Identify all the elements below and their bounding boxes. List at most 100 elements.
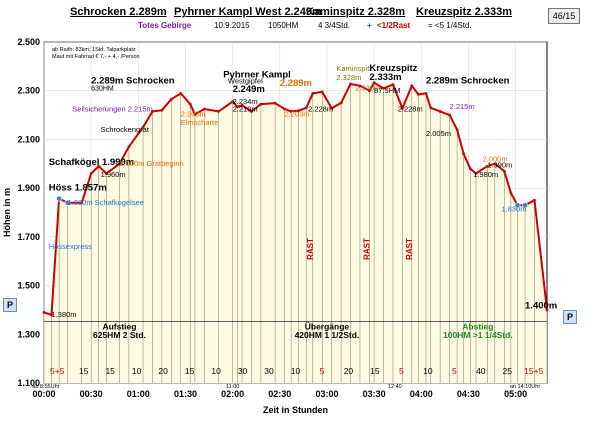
profile-point — [151, 110, 154, 113]
profile-point — [474, 172, 478, 175]
info-note-1: ab Raith: 83km; 1Std. Talparkplatz — [52, 47, 136, 53]
time-mark: 11:00 — [226, 384, 239, 390]
profile-point — [193, 112, 197, 116]
annotation-label: Westgipfel — [228, 76, 263, 85]
annotation-label: 87.5HM — [374, 86, 400, 95]
annotation-label: 2.203m — [285, 109, 310, 118]
profile-point — [141, 125, 145, 129]
segment-label: 10 — [423, 366, 433, 376]
segment-label: 5 — [452, 366, 457, 376]
subtitle-rast: <1/2Rast — [377, 21, 411, 30]
subtitle-total: = <5 1/4Std. — [428, 21, 472, 30]
annotation-label: 2.000m — [483, 154, 508, 163]
profile-point — [118, 162, 121, 166]
profile-point — [160, 108, 164, 112]
annotation-label: 2.289m Schrocken — [426, 75, 510, 86]
y-tick-label: 1.700 — [17, 232, 40, 242]
profile-area-fill — [44, 82, 547, 383]
annotation-label: 1.960m — [101, 170, 126, 179]
start-subtitle: 630HM — [91, 86, 114, 93]
phase-sublabel: 100HM >1 1/4Std. — [443, 330, 513, 340]
x-tick-label: 05:00 — [504, 389, 527, 399]
prev-page-button[interactable]: P — [3, 298, 17, 312]
segment-label: 5 — [399, 366, 404, 376]
subtitle-date: 10.9.2015 — [214, 21, 250, 30]
next-page-button[interactable]: P — [563, 310, 577, 324]
lake-marker — [522, 202, 528, 209]
profile-point — [283, 107, 286, 111]
annotation-label: 2.000m Gratbeginn — [119, 159, 183, 168]
profile-point — [179, 91, 183, 95]
y-tick-label: 1.500 — [17, 281, 40, 291]
annotation-label: 1.830m Schafkogelsee — [68, 198, 144, 207]
x-tick-label: 03:00 — [315, 389, 338, 399]
annotation-label: 2.005m — [426, 129, 451, 138]
annotation-label: Elmscharte — [181, 118, 219, 127]
x-tick-label: 02:00 — [221, 389, 244, 399]
y-tick-label: 2.100 — [17, 134, 40, 144]
profile-point — [429, 106, 433, 110]
annotation-label: 2.333m — [369, 72, 401, 83]
profile-point — [240, 103, 244, 107]
segment-label: 30 — [238, 366, 248, 376]
profile-point — [401, 106, 404, 110]
profile-point — [367, 89, 371, 93]
subtitle-duration: 4 3/4Std. — [318, 21, 351, 30]
annotation-label: 2.289m Schrocken — [91, 75, 175, 86]
profile-point — [304, 106, 308, 110]
annotation-label: 2.215m — [450, 102, 475, 111]
profile-point — [188, 102, 192, 106]
annotation-label: Schafkögel 1.999m — [49, 157, 135, 168]
x-tick-label: 01:00 — [127, 389, 150, 399]
phase-label: Übergänge — [305, 321, 350, 331]
page-indicator[interactable]: 46/15 — [548, 8, 580, 24]
profile-point — [297, 109, 301, 113]
segment-label: 5+5 — [50, 366, 65, 376]
profile-point — [545, 308, 549, 312]
profile-point — [339, 101, 343, 105]
profile-point — [330, 106, 334, 110]
subtitle-region: Totes Gebirge — [138, 21, 192, 30]
profile-point — [235, 105, 239, 109]
profile-point — [97, 164, 101, 168]
y-tick-label: 1.900 — [17, 183, 40, 193]
annotation-label: 1.400m — [525, 301, 557, 312]
profile-point — [50, 313, 53, 317]
segment-label: 25 — [503, 366, 513, 376]
profile-point — [424, 91, 428, 95]
x-tick-label: 00:00 — [32, 389, 55, 399]
profile-point — [231, 100, 235, 104]
segment-label: 20 — [344, 366, 354, 376]
segment-label: 15+5 — [524, 366, 543, 376]
annotation-label: 1.380m — [52, 310, 77, 319]
annotation-label: 2.228m — [308, 104, 333, 113]
phase-sublabel: 420HM 1 1/2Std. — [295, 330, 360, 340]
time-mark: an 14:10Uhr — [510, 384, 540, 390]
title-schrocken: Schrocken 2.289m — [70, 6, 167, 18]
annotation-label: 2.289m — [280, 78, 312, 89]
annotation-label: Kaminspitz — [336, 64, 373, 73]
lake-marker — [514, 202, 521, 209]
segment-label: 5 — [320, 366, 325, 376]
segment-label: 10 — [211, 366, 221, 376]
title-kaminspitz: Kaminspitz 2.328m — [306, 6, 406, 18]
y-axis-label: Höhen in m — [2, 188, 12, 237]
segment-label: 15 — [105, 366, 115, 376]
profile-point — [104, 172, 108, 175]
segment-label: 10 — [132, 366, 142, 376]
annotation-label: 2.210m — [233, 104, 258, 113]
annotation-label: Kreuzspitz — [369, 63, 417, 74]
annotation-label: Pyhrner Kampl — [223, 69, 291, 80]
profile-point — [259, 102, 263, 106]
segment-label: 15 — [79, 366, 89, 376]
info-note-2: Maut mit Fahrrad € 7,- + 4,- /Person — [52, 54, 140, 60]
profile-point — [217, 110, 220, 113]
time-mark: 12:40 — [388, 384, 402, 390]
profile-point — [80, 201, 84, 205]
y-tick-label: 1.100 — [17, 378, 40, 388]
profile-point — [485, 164, 489, 168]
annotation-label: 2.328m — [336, 73, 361, 82]
profile-point — [358, 84, 362, 88]
